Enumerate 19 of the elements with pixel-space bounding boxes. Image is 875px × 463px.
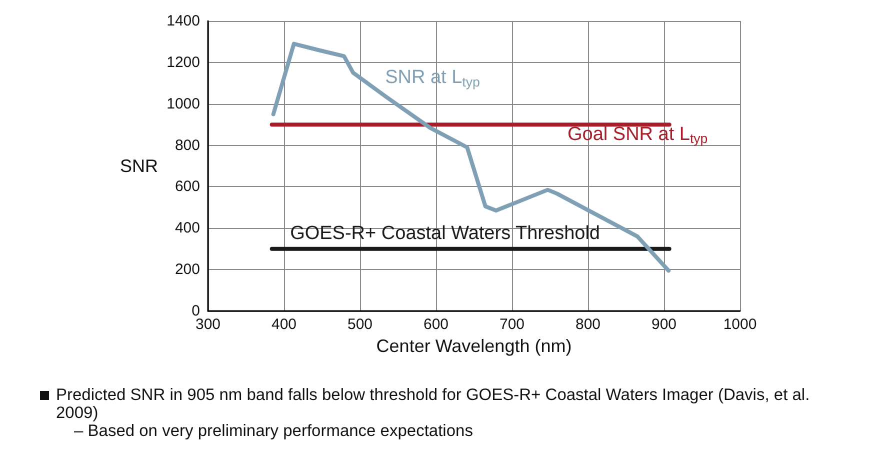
x-tick-label: 800 [575,316,601,333]
y-tick-label: 1200 [166,54,200,71]
y-tick-label: 400 [174,220,200,237]
text: – Based on very preliminary performance expectations [73,422,474,440]
x-tick-label: 700 [499,316,525,333]
x-tick-label: 900 [651,316,677,333]
y-tick-label: 1000 [166,95,200,112]
series-label: GOES-R+ Coastal Waters Threshold [290,223,600,244]
y-tick-label: 600 [174,178,200,196]
y-tick-label: 800 [174,136,200,154]
y-tick-label: 200 [174,261,200,278]
x-axis-title: Center Wavelength (nm) [376,336,572,356]
text: Predicted SNR in 905 nm band falls below threshold for GOES-R+ Coastal Waters Imager (Davis, et al. 2009) [40,386,830,422]
x-tick-label: 500 [347,316,373,333]
x-tick-label: 1000 [723,316,757,333]
x-tick-label: 400 [271,316,297,333]
y-axis-title: SNR [120,156,158,176]
x-tick-label: 600 [423,316,449,333]
y-tick-label: 1400 [166,12,200,30]
